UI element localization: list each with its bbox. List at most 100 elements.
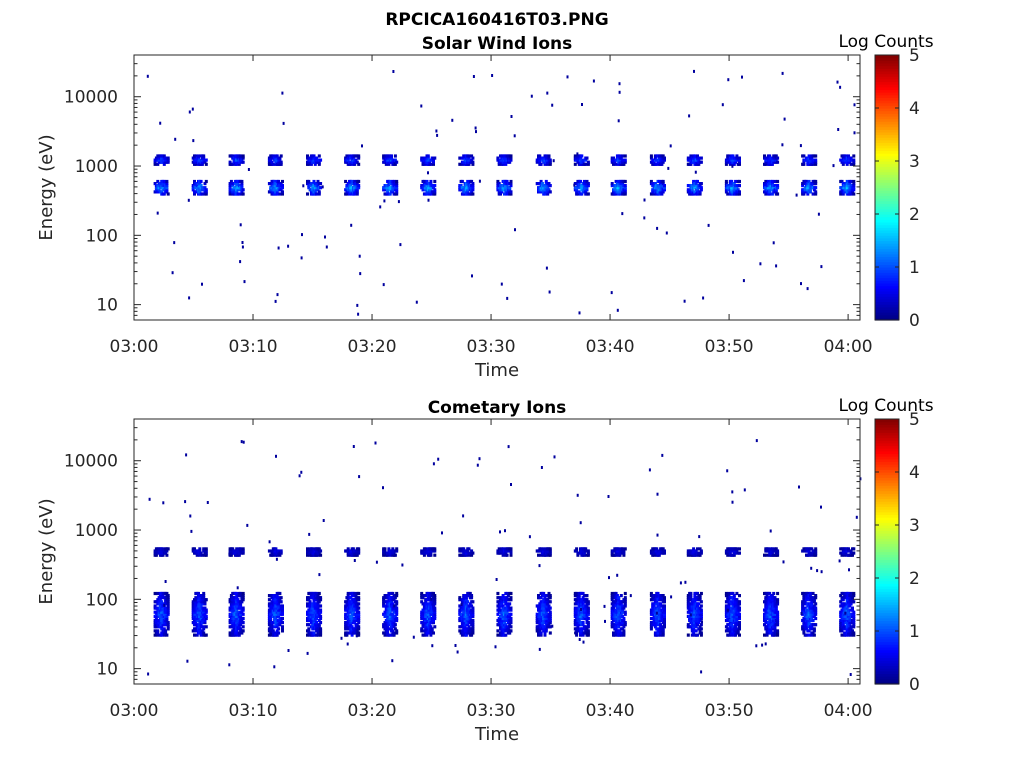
heatmap-cell [732,182,736,186]
heatmap-cell [547,188,551,192]
heatmap-cell [382,486,384,490]
heatmap-cell [237,551,241,555]
heatmap-cell [352,445,355,448]
heatmap-cell [548,551,552,555]
heatmap-cell [614,192,618,196]
colorbar-segment [875,274,899,279]
y-axis-label: Energy (eV) [36,134,57,240]
heatmap-cell [735,154,739,158]
heatmap-cell [649,156,653,160]
heatmap-cell [229,179,233,184]
heatmap-cell [344,606,348,610]
heatmap-cell [429,182,433,186]
heatmap-cell [346,598,350,602]
heatmap-cell [700,670,703,674]
heatmap-cell [383,547,387,551]
heatmap-cell [610,160,614,164]
heatmap-cell [468,602,472,606]
heatmap-cell [795,193,798,197]
heatmap-cell [233,156,237,160]
heatmap-cell [506,616,510,621]
heatmap-cell [458,162,462,166]
heatmap-cell [623,186,627,190]
heatmap-cell [241,549,245,553]
heatmap-cell [279,618,283,623]
heatmap-cell [204,608,208,612]
heatmap-cell [764,192,768,196]
heatmap-cell [538,154,542,158]
heatmap-cell [432,462,435,466]
heatmap-cell [688,614,692,618]
heatmap-cell [278,608,282,612]
heatmap-cell [277,614,281,618]
heatmap-cell [153,604,157,608]
heatmap-cell [204,190,208,194]
heatmap-cell [357,614,361,618]
heatmap-cell [504,160,508,164]
heatmap-cell [236,586,239,590]
heatmap-cell [355,192,359,196]
heatmap-cell [193,156,196,160]
heatmap-cell [395,631,399,635]
heatmap-cell [649,154,653,158]
heatmap-cell [619,602,623,606]
heatmap-cell [731,625,735,629]
heatmap-cell [429,633,433,637]
heatmap-cell [194,602,198,606]
heatmap-cell [659,633,663,637]
heatmap-cell [467,606,471,610]
heatmap-cell [228,552,231,556]
heatmap-cell [429,192,433,196]
heatmap-cell [313,604,317,608]
heatmap-cell [581,602,585,606]
heatmap-cell [652,192,656,196]
heatmap-cell [623,602,627,606]
heatmap-cell [814,162,818,166]
heatmap-cell [241,160,245,164]
colorbar-segment [875,282,899,287]
heatmap-cell [269,602,273,606]
heatmap-cell [580,608,582,611]
heatmap-cell [191,107,194,111]
heatmap-cell [731,154,735,158]
heatmap-cell [466,190,470,194]
heatmap-cell [393,596,397,600]
heatmap-cell [614,616,618,621]
heatmap-cell [346,156,350,160]
heatmap-cell [375,560,378,564]
heatmap-cell [393,604,397,608]
heatmap-cell [575,631,579,635]
heatmap-cell [344,188,348,192]
heatmap-cell [153,182,157,186]
heatmap-cell [281,625,284,629]
heatmap-cell [621,627,625,631]
heatmap-cell [575,549,579,553]
heatmap-cell [726,593,729,597]
heatmap-cell [692,631,696,635]
heatmap-cell [426,629,430,633]
heatmap-cell [349,621,353,625]
heatmap-cell [622,618,626,623]
heatmap-cell [735,616,739,621]
heatmap-cell [390,618,393,623]
heatmap-cell [240,440,243,444]
heatmap-cell [845,162,849,166]
heatmap-cell [581,621,585,625]
heatmap-cell [388,610,392,614]
heatmap-cell [382,553,386,557]
heatmap-cell [613,160,617,164]
heatmap-cell [546,549,550,553]
heatmap-cell [281,629,284,633]
heatmap-cell [579,521,582,525]
heatmap-cell [852,154,856,158]
heatmap-cell [354,614,358,618]
heatmap-cell [803,188,807,192]
heatmap-cell [738,158,741,162]
heatmap-cell [652,553,656,557]
heatmap-cell [539,190,543,194]
heatmap-cell [610,621,614,625]
heatmap-cell [656,631,660,635]
heatmap-cell [239,623,243,627]
heatmap-cell [543,596,547,600]
heatmap-cell [573,154,577,158]
